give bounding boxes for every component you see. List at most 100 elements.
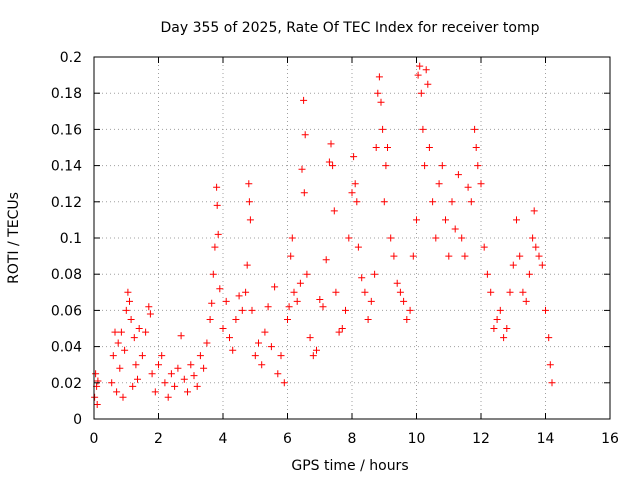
data-point [372, 144, 380, 151]
data-point [414, 71, 422, 79]
data-point [287, 252, 295, 260]
data-point [313, 346, 320, 354]
data-point [380, 198, 388, 206]
data-point [108, 379, 116, 387]
data-point [92, 370, 100, 378]
data-point [285, 303, 293, 311]
data-point [421, 162, 429, 170]
data-point [354, 243, 362, 251]
x-tick-label: 0 [90, 431, 99, 447]
data-point [322, 256, 330, 264]
data-point [487, 288, 495, 296]
x-tick-label: 10 [408, 431, 426, 447]
x-tick-label: 14 [537, 431, 555, 447]
data-point [371, 270, 379, 278]
data-point [530, 207, 538, 215]
data-point [390, 252, 398, 260]
data-point [542, 306, 549, 314]
data-point [251, 352, 259, 360]
data-point [403, 316, 411, 323]
data-point [93, 401, 101, 408]
data-point [532, 243, 540, 251]
data-point [243, 261, 251, 269]
data-point [135, 325, 143, 332]
data-point [379, 125, 387, 133]
data-point [382, 162, 390, 170]
data-point [109, 352, 117, 360]
data-point [330, 207, 338, 215]
data-point [335, 328, 343, 336]
data-point [158, 352, 166, 360]
data-point [413, 216, 420, 224]
data-point [167, 370, 175, 378]
y-tick-label: 0.2 [60, 50, 82, 66]
data-point [134, 375, 141, 383]
data-point [464, 183, 472, 191]
data-point [200, 364, 208, 372]
y-tick-label: 0.12 [51, 195, 82, 211]
data-point [458, 234, 466, 242]
data-point [261, 328, 269, 336]
data-point [358, 274, 366, 282]
data-point [472, 144, 480, 151]
data-point [245, 198, 253, 206]
data-point [245, 180, 253, 188]
data-point [375, 73, 383, 81]
y-tick-label: 0.04 [51, 340, 82, 356]
x-tick-label: 12 [472, 431, 490, 447]
data-point [519, 288, 527, 296]
data-point [148, 370, 156, 378]
data-point [477, 180, 485, 188]
x-axis-label: GPS time / hours [291, 458, 408, 474]
data-point [509, 261, 517, 269]
data-point [319, 303, 327, 311]
data-point [406, 306, 414, 314]
y-tick-label: 0.14 [51, 159, 82, 175]
data-point [377, 98, 385, 106]
data-point [155, 361, 162, 369]
data-point [293, 297, 301, 305]
data-point [151, 388, 159, 396]
data-point [461, 252, 469, 260]
data-point [187, 361, 195, 369]
data-point [493, 316, 501, 323]
data-point [94, 377, 102, 385]
data-point [290, 288, 298, 296]
data-point [483, 270, 491, 278]
data-point [342, 306, 349, 314]
data-point [190, 372, 198, 380]
data-point [226, 334, 233, 342]
data-point [525, 270, 533, 278]
data-point [306, 334, 314, 342]
data-point [429, 198, 437, 206]
data-point [222, 297, 230, 305]
data-point [338, 325, 346, 332]
data-point [503, 325, 511, 332]
y-tick-label: 0.18 [51, 86, 82, 102]
data-point [422, 66, 430, 74]
data-point [353, 198, 361, 206]
x-tick-label: 8 [348, 431, 357, 447]
data-point [490, 325, 498, 332]
data-point [113, 388, 121, 396]
y-tick-label: 0.08 [51, 267, 82, 283]
data-point [471, 125, 479, 133]
data-point [114, 339, 122, 347]
data-point [124, 288, 132, 296]
data-point [235, 292, 243, 300]
x-tick-label: 4 [219, 431, 228, 447]
data-point [184, 388, 191, 396]
data-point [298, 165, 306, 173]
data-point [435, 180, 443, 188]
data-point [467, 198, 475, 206]
chart-title: Day 355 of 2025, Rate Of TEC Index for r… [161, 20, 540, 36]
data-point [480, 243, 488, 251]
data-point [300, 189, 308, 197]
data-point [274, 370, 282, 378]
data-point [327, 140, 335, 148]
x-tick-label: 6 [283, 431, 292, 447]
y-axis-label: ROTI / TECUs [6, 192, 22, 284]
data-point [229, 346, 237, 354]
data-point [146, 310, 154, 318]
